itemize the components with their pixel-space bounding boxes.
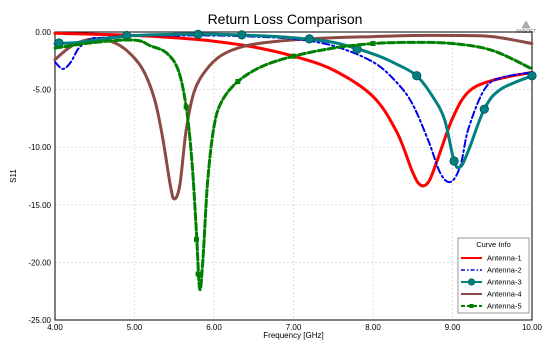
data-point (304, 34, 314, 44)
legend-entry: Antenna-4 (487, 290, 522, 299)
data-point (235, 79, 241, 85)
x-tick-label: 8.00 (365, 323, 381, 332)
legend-marker (467, 278, 476, 286)
y-tick-label: -25.00 (28, 316, 51, 325)
series-line-antenna-3 (53, 32, 534, 170)
plot-area (54, 31, 533, 321)
axis-ticks: 4.00 5.00 6.00 7.00 8.00 9.00 10.00 0.00 -5.00 -1… (28, 28, 542, 332)
x-tick-label: 9.00 (445, 323, 461, 332)
y-tick-label: -10.00 (28, 143, 51, 152)
data-point (527, 71, 537, 81)
y-tick-label: -15.00 (28, 201, 51, 210)
chart-title: Return Loss Comparison (208, 11, 363, 27)
data-point (449, 156, 459, 166)
legend: Curve Info Antenna-1 Antenna-2 Antenna-3 Ant… (457, 237, 530, 314)
x-tick-label: 5.00 (127, 323, 143, 332)
series-antenna-1 (53, 31, 534, 188)
series-antenna-3 (53, 29, 537, 170)
y-axis-label: S11 (9, 169, 18, 183)
legend-entry: Antenna-3 (487, 278, 522, 287)
series-layer (53, 29, 537, 292)
y-tick-label: -5.00 (33, 86, 52, 95)
data-point (291, 53, 296, 59)
legend-entry: Antenna-2 (487, 266, 522, 275)
legend-marker (469, 304, 474, 308)
data-point (412, 71, 422, 81)
series-line-antenna-5 (53, 38, 534, 292)
data-point (237, 30, 247, 40)
series-line-antenna-1 (53, 31, 534, 188)
y-tick-label: 0.00 (35, 28, 51, 37)
data-point (121, 30, 132, 41)
ansoft-logo-icon (521, 20, 531, 29)
x-tick-label: 4.00 (47, 323, 63, 332)
y-tick-label: -20.00 (28, 258, 51, 267)
x-tick-label: 10.00 (522, 323, 542, 332)
x-tick-label: 7.00 (286, 323, 302, 332)
data-point (195, 271, 201, 277)
data-point (194, 236, 200, 242)
data-point (183, 104, 189, 110)
legend-entry: Antenna-1 (487, 254, 522, 263)
x-tick-label: 6.00 (206, 323, 222, 332)
data-point (370, 41, 376, 47)
legend-entry: Antenna-5 (487, 302, 522, 311)
x-axis-label: Frequency [GHz] (263, 331, 323, 340)
legend-title: Curve Info (476, 240, 511, 249)
data-point (193, 29, 203, 39)
series-antenna-5 (53, 38, 534, 292)
legend-box (457, 237, 530, 314)
data-point (479, 104, 489, 114)
